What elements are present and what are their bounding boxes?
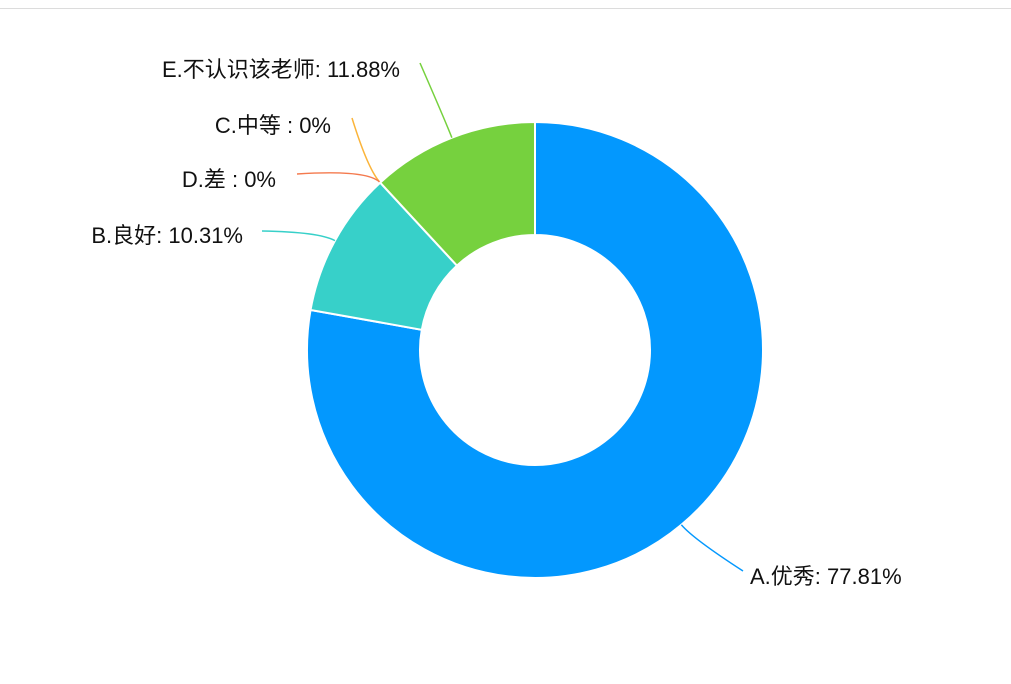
data-label: A.优秀: 77.81% [750, 564, 902, 589]
leader-line [680, 524, 744, 572]
leader-line [296, 172, 381, 184]
data-label: E.不认识该老师: 11.88% [162, 57, 400, 82]
pie-slice [306, 120, 764, 579]
data-label: C.中等 : 0% [215, 113, 331, 138]
pie-slice [378, 120, 536, 267]
data-label: D.差 : 0% [182, 167, 276, 192]
leader-line [419, 62, 453, 138]
leader-line [261, 230, 336, 242]
data-label: B.良好: 10.31% [91, 223, 243, 248]
